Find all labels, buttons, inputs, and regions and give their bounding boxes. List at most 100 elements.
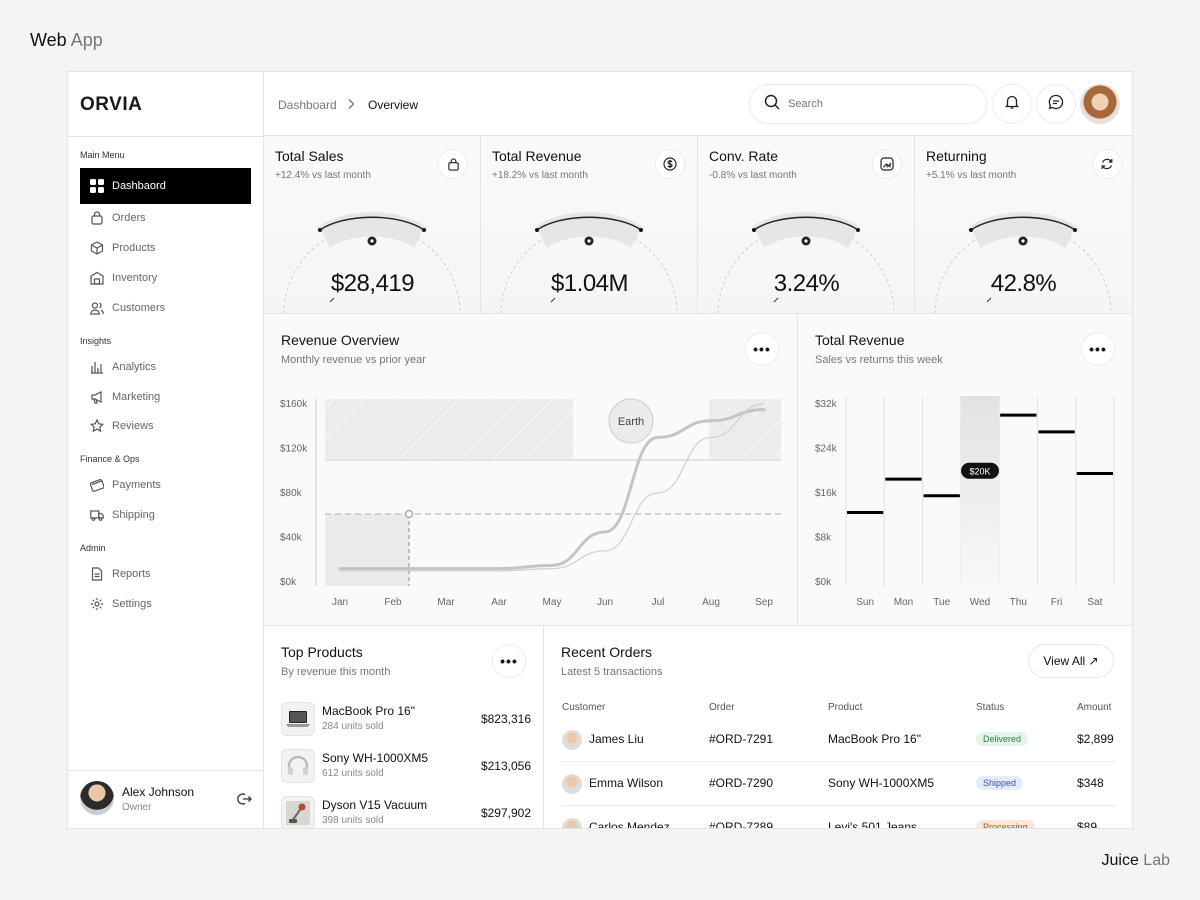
sidebar-item-products[interactable]: Products bbox=[80, 233, 251, 263]
sidebar-item-inventory[interactable]: Inventory bbox=[80, 263, 251, 293]
sidebar-item-dashboard[interactable]: Dashbaord bbox=[80, 168, 251, 204]
kpi-gauge bbox=[717, 212, 895, 313]
sidebar-item-label: Payments bbox=[112, 479, 161, 491]
y-tick-label: $24k bbox=[815, 444, 838, 455]
panel-subtitle: Sales vs returns this week bbox=[815, 354, 943, 366]
highlight-area bbox=[325, 514, 409, 586]
sidebar-item-label: Orders bbox=[112, 212, 146, 224]
more-icon: ••• bbox=[500, 653, 518, 669]
more-options-button[interactable]: ••• bbox=[745, 332, 779, 366]
panel-title: Recent Orders bbox=[561, 644, 653, 660]
bars-icon bbox=[90, 360, 104, 374]
column-header-order: Order bbox=[709, 702, 735, 713]
x-tick-label: Sun bbox=[856, 597, 874, 608]
sidebar-item-label: Shipping bbox=[112, 509, 155, 521]
x-tick-label: Tue bbox=[933, 597, 950, 608]
panel-title: Revenue Overview bbox=[281, 332, 400, 348]
refresh-icon[interactable] bbox=[1092, 149, 1122, 179]
x-tick-label: Aar bbox=[491, 597, 507, 608]
y-tick-label: $160k bbox=[280, 399, 308, 410]
search-input[interactable] bbox=[788, 98, 958, 110]
highlight-column bbox=[960, 396, 1000, 586]
warehouse-icon bbox=[90, 271, 104, 285]
juice-lab-label: Juice Lab bbox=[1101, 852, 1170, 869]
bell-icon bbox=[1004, 94, 1020, 115]
breadcrumb-dashboard[interactable]: Dashboard bbox=[278, 98, 337, 112]
kpi-value: 42.8% bbox=[990, 270, 1057, 297]
profile-avatar[interactable] bbox=[1080, 84, 1120, 124]
sidebar-item-settings[interactable]: Settings bbox=[80, 589, 251, 619]
table-row[interactable]: Emma Wilson #ORD-7290 Sony WH-1000XM5 Sh… bbox=[562, 762, 1116, 806]
list-item[interactable]: MacBook Pro 16" 284 units sold $823,316 bbox=[281, 700, 531, 740]
sidebar: ORVIA Main Menu Dashbaord Orders Product… bbox=[68, 72, 264, 828]
panel-title: Total Revenue bbox=[815, 332, 905, 348]
sidebar-item-analytics[interactable]: Analytics bbox=[80, 352, 251, 382]
more-options-button[interactable]: ••• bbox=[492, 644, 526, 678]
sidebar-item-label: Inventory bbox=[112, 272, 158, 284]
order-amount: $2,899 bbox=[1077, 732, 1114, 746]
laptop-icon bbox=[281, 702, 315, 736]
product-name: Dyson V15 Vacuum bbox=[322, 798, 428, 812]
section-insights: Insights bbox=[80, 336, 112, 346]
messages-button[interactable] bbox=[1036, 84, 1076, 124]
customer-name: James Liu bbox=[589, 732, 644, 746]
marker-point bbox=[404, 509, 414, 519]
view-all-button[interactable]: View All ↗ bbox=[1028, 644, 1114, 678]
product-name: Sony WH-1000XM5 bbox=[322, 751, 429, 765]
customer-name: Carlos Mendez bbox=[589, 820, 670, 829]
more-icon: ••• bbox=[1089, 341, 1107, 357]
status-badge: Processing bbox=[976, 820, 1035, 828]
product-revenue: $213,056 bbox=[480, 759, 531, 773]
box-icon bbox=[90, 241, 104, 255]
search-box[interactable] bbox=[749, 84, 987, 124]
more-options-button[interactable]: ••• bbox=[1081, 332, 1115, 366]
top-bar: Dashboard Overview bbox=[264, 72, 1132, 136]
kpi-gauge bbox=[934, 212, 1112, 313]
dollar-icon[interactable] bbox=[655, 149, 685, 179]
logout-icon[interactable] bbox=[236, 791, 252, 807]
column-header-amount: Amount bbox=[1077, 702, 1112, 713]
x-tick-label: Jan bbox=[332, 597, 348, 608]
list-item[interactable]: Sony WH-1000XM5 612 units sold $213,056 bbox=[281, 747, 531, 787]
sidebar-item-orders[interactable]: Orders bbox=[80, 203, 251, 233]
sidebar-item-payments[interactable]: Payments bbox=[80, 470, 251, 500]
sidebar-item-customers[interactable]: Customers bbox=[80, 293, 251, 323]
y-tick-label: $32k bbox=[815, 399, 838, 410]
sidebar-item-label: Marketing bbox=[112, 391, 161, 403]
product-revenue: $823,316 bbox=[480, 712, 531, 726]
sidebar-item-reports[interactable]: Reports bbox=[80, 559, 251, 589]
series-line bbox=[339, 403, 765, 572]
y-tick-label: $40k bbox=[280, 533, 303, 544]
series-line bbox=[338, 408, 766, 571]
report-icon bbox=[90, 567, 104, 581]
table-row[interactable]: James Liu #ORD-7291 MacBook Pro 16" Deli… bbox=[562, 718, 1116, 762]
sidebar-item-label: Reports bbox=[112, 568, 151, 580]
panel-subtitle: By revenue this month bbox=[281, 666, 391, 678]
x-tick-label: Mar bbox=[437, 597, 455, 608]
kpi-change: +5.1% vs last month bbox=[926, 170, 1017, 181]
order-id: #ORD-7290 bbox=[709, 776, 774, 790]
sidebar-item-label: Customers bbox=[112, 302, 166, 314]
panel-subtitle: Latest 5 transactions bbox=[561, 666, 663, 678]
sidebar-divider bbox=[68, 136, 264, 137]
notifications-button[interactable] bbox=[992, 84, 1032, 124]
users-icon bbox=[90, 301, 104, 315]
kpi-title: Total Revenue bbox=[492, 148, 582, 164]
section-finance-ops: Finance & Ops bbox=[80, 454, 140, 464]
kpi-value: $1.04M bbox=[550, 270, 629, 297]
x-tick-label: Thu bbox=[1010, 597, 1027, 608]
order-id: #ORD-7291 bbox=[709, 732, 774, 746]
chart-icon[interactable] bbox=[872, 149, 902, 179]
sidebar-item-shipping[interactable]: Shipping bbox=[80, 500, 251, 530]
bag-icon[interactable] bbox=[438, 149, 468, 179]
avatar bbox=[80, 781, 114, 815]
list-item[interactable]: Dyson V15 Vacuum 398 units sold $297,902 bbox=[281, 794, 531, 828]
sidebar-item-marketing[interactable]: Marketing bbox=[80, 382, 251, 412]
star-icon bbox=[90, 419, 104, 433]
x-tick-label: Sep bbox=[755, 597, 773, 608]
truck-icon bbox=[90, 508, 104, 522]
panel-subtitle: Monthly revenue vs prior year bbox=[281, 354, 426, 366]
kpi-gauge bbox=[283, 212, 461, 313]
table-row[interactable]: Carlos Mendez #ORD-7289 Levi's 501 Jeans… bbox=[562, 806, 1116, 829]
sidebar-item-reviews[interactable]: Reviews bbox=[80, 411, 251, 441]
